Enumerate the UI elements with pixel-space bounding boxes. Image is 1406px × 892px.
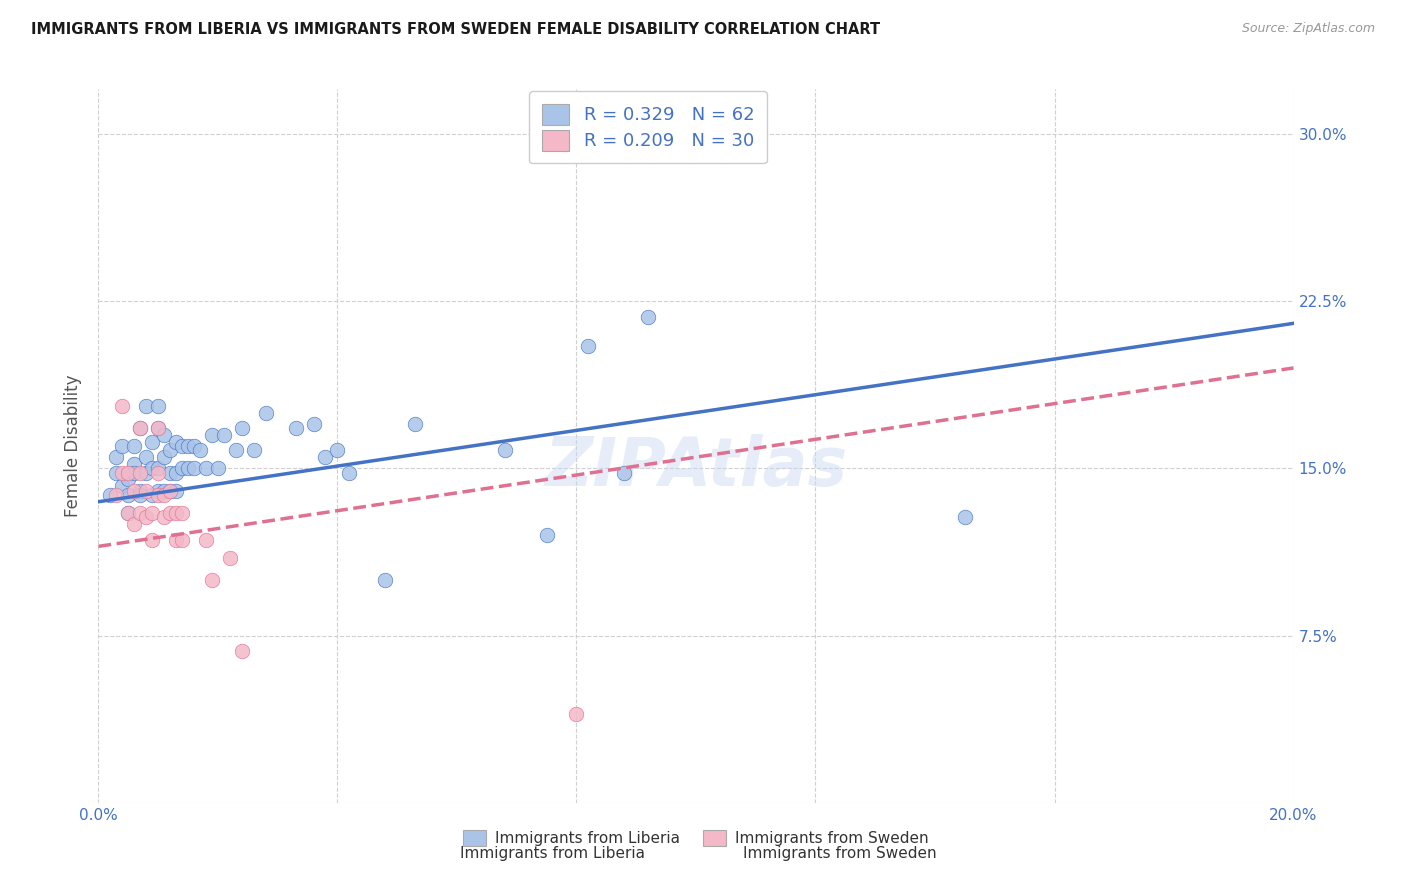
Point [141,488,163,502]
Point [153,483,176,498]
Point [172,461,194,475]
Point [129,421,152,435]
Point [153,427,176,442]
Point [243,443,266,458]
Point [201,573,224,587]
Point [231,421,253,435]
Point [219,550,242,565]
Point [339,466,361,480]
Point [637,310,659,324]
Point [159,506,181,520]
Point [326,443,349,458]
Point [141,461,163,475]
Point [374,573,396,587]
Point [124,439,146,453]
Point [172,439,194,453]
Point [105,488,128,502]
Point [284,421,307,435]
Point [117,506,139,520]
Point [201,427,224,442]
Point [225,443,247,458]
Point [183,461,205,475]
Point [124,457,146,471]
Point [124,483,146,498]
Point [129,488,152,502]
Point [494,443,516,458]
Point [135,399,157,413]
Point [124,516,146,531]
Text: Immigrants from Liberia: Immigrants from Liberia [460,846,645,861]
Point [637,137,659,152]
Point [141,434,163,449]
Point [565,706,588,721]
Y-axis label: Female Disability: Female Disability [65,375,83,517]
Point [141,506,163,520]
Text: ZIPAtlas: ZIPAtlas [544,434,848,500]
Point [183,439,205,453]
Point [105,466,128,480]
Point [129,466,152,480]
Point [578,338,600,352]
Point [148,461,170,475]
Point [117,488,139,502]
Point [172,506,194,520]
Point [165,483,187,498]
Point [207,461,229,475]
Point [148,488,170,502]
Point [129,421,152,435]
Point [148,421,170,435]
Point [195,533,218,547]
Point [153,488,176,502]
Point [404,417,426,431]
Point [135,450,157,464]
Point [172,533,194,547]
Text: Immigrants from Sweden: Immigrants from Sweden [742,846,936,861]
Point [159,483,181,498]
Point [536,528,558,542]
Point [148,399,170,413]
Point [117,506,139,520]
Point [148,483,170,498]
Point [159,466,181,480]
Point [111,466,134,480]
Point [195,461,218,475]
Point [177,439,200,453]
Point [117,466,139,480]
Point [153,510,176,524]
Point [117,473,139,487]
Point [148,466,170,480]
Point [212,427,235,442]
Point [111,439,134,453]
Point [129,506,152,520]
Point [129,483,152,498]
Point [254,405,277,419]
Point [135,510,157,524]
Point [135,483,157,498]
Text: IMMIGRANTS FROM LIBERIA VS IMMIGRANTS FROM SWEDEN FEMALE DISABILITY CORRELATION : IMMIGRANTS FROM LIBERIA VS IMMIGRANTS FR… [31,22,880,37]
Point [231,644,253,658]
Point [111,399,134,413]
Point [165,533,187,547]
Point [105,450,128,464]
Point [165,434,187,449]
Point [159,443,181,458]
Point [165,506,187,520]
Point [188,443,211,458]
Point [148,421,170,435]
Point [135,466,157,480]
Point [165,466,187,480]
Text: Source: ZipAtlas.com: Source: ZipAtlas.com [1241,22,1375,36]
Point [315,450,337,464]
Point [302,417,325,431]
Point [953,510,976,524]
Point [98,488,122,502]
Point [111,479,134,493]
Point [153,450,176,464]
Legend: Immigrants from Liberia, Immigrants from Sweden: Immigrants from Liberia, Immigrants from… [457,824,935,852]
Point [177,461,200,475]
Point [613,466,636,480]
Point [159,483,181,498]
Point [141,533,163,547]
Point [124,466,146,480]
